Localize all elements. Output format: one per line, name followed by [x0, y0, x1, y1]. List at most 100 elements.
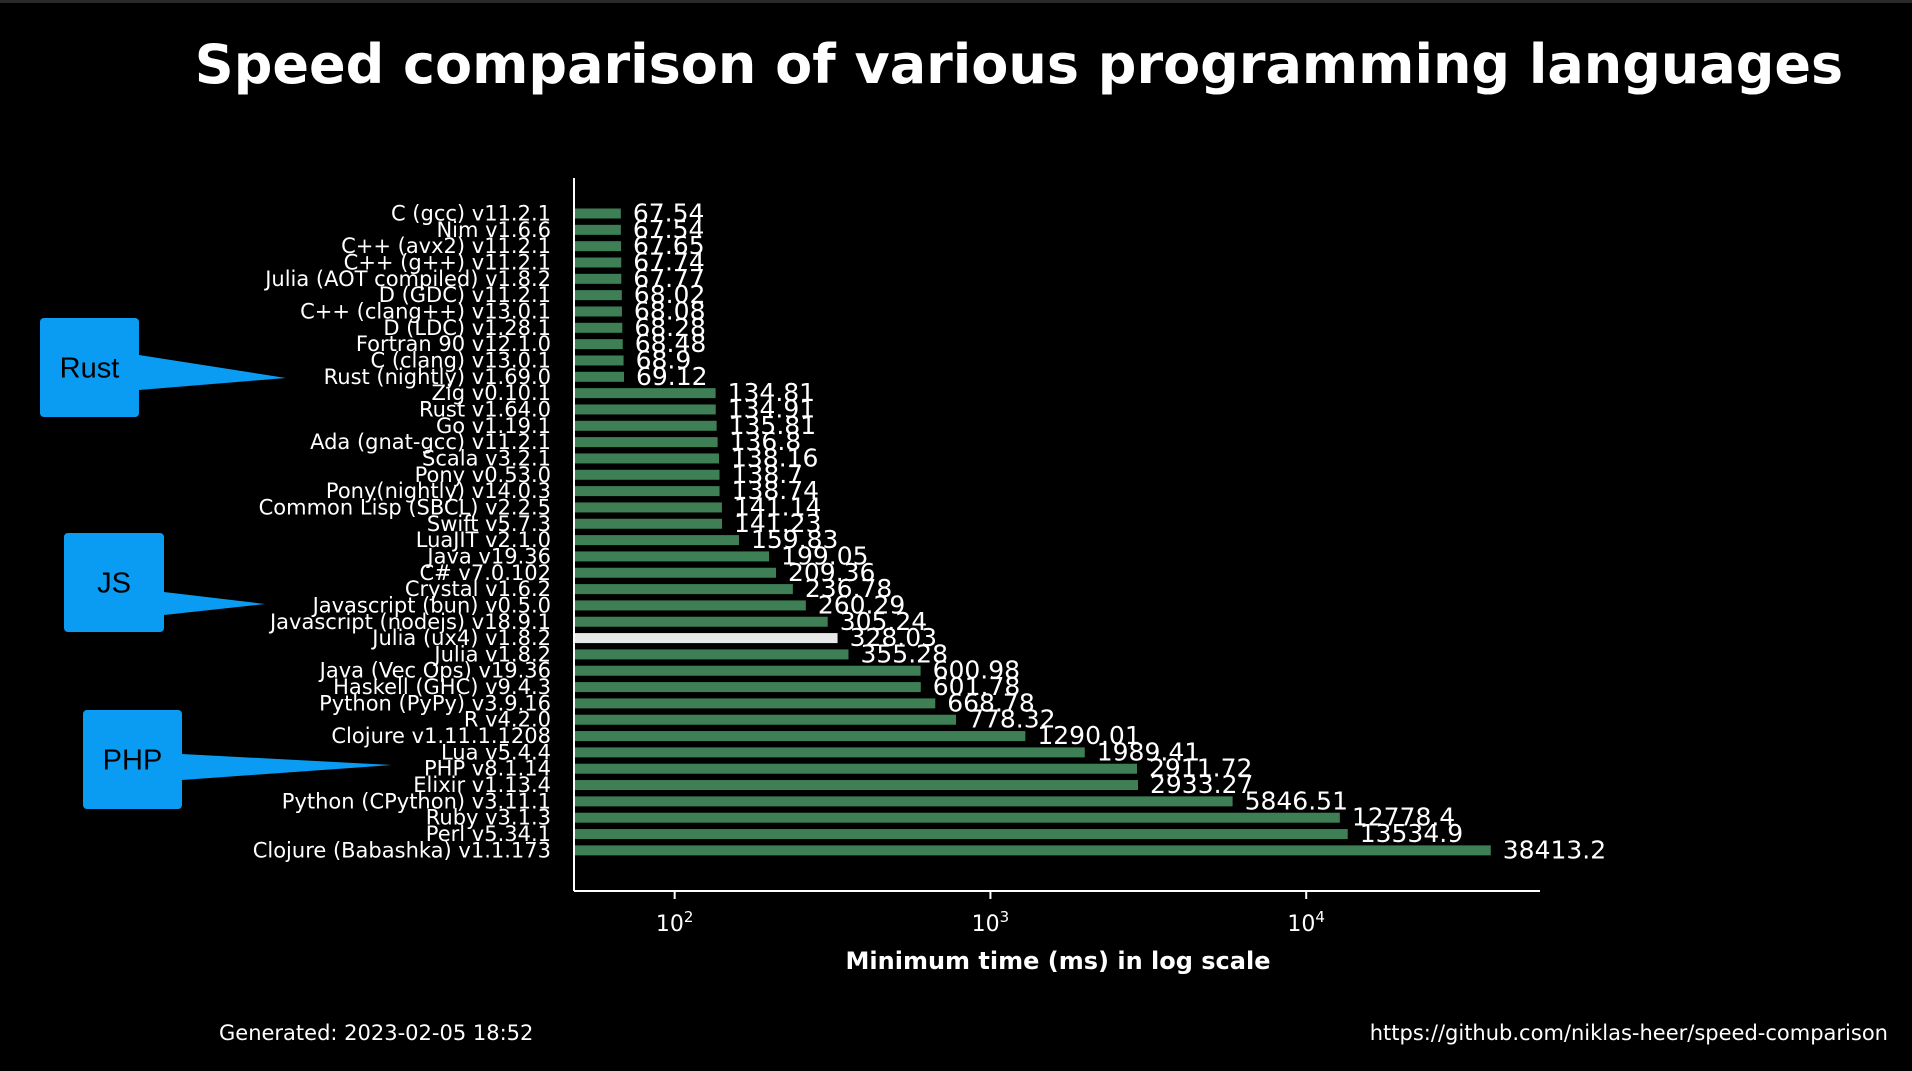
value-label: 2911.72	[1149, 754, 1252, 783]
value-label: 1989.41	[1097, 737, 1200, 766]
bar	[575, 633, 838, 644]
value-label: 1290.01	[1037, 721, 1140, 750]
value-label: 67.77	[633, 264, 705, 293]
x-tick-label: 104	[1287, 908, 1325, 937]
category-label: Scala v3.2.1	[422, 446, 551, 470]
bar	[575, 486, 720, 497]
top-rule	[0, 0, 1912, 3]
bar	[575, 600, 806, 611]
callout-rust-pointer	[139, 355, 286, 390]
callout-rust-box	[40, 318, 139, 417]
value-label: 13534.9	[1360, 819, 1463, 848]
category-label: Java (Vec Ops) v19.36	[318, 659, 551, 683]
bar	[575, 829, 1348, 840]
value-label: 136.8	[730, 427, 802, 456]
bar	[575, 241, 622, 252]
bar	[575, 796, 1233, 807]
value-label: 159.83	[751, 525, 838, 554]
bar	[575, 388, 716, 399]
bar	[575, 780, 1139, 791]
bar	[575, 322, 623, 333]
value-label: 199.05	[781, 541, 868, 570]
category-label: Python (PyPy) v3.9.16	[319, 691, 551, 715]
value-label: 68.02	[634, 280, 706, 309]
bar	[575, 208, 621, 219]
value-label: 67.54	[633, 215, 705, 244]
x-axis-label: Minimum time (ms) in log scale	[846, 947, 1271, 975]
category-label: Elixir v1.13.4	[413, 773, 551, 797]
category-label: Javascript (nodejs) v18.9.1	[268, 610, 551, 634]
bar	[575, 224, 621, 235]
bar	[575, 469, 720, 480]
category-label: C++ (clang++) v13.0.1	[300, 299, 551, 323]
value-label: 260.29	[818, 590, 905, 619]
category-label: R v4.2.0	[464, 708, 551, 732]
callout-php-box	[83, 710, 182, 809]
category-label: Ada (gnat-gcc) v11.2.1	[310, 430, 551, 454]
category-label: Java v19.36	[425, 544, 551, 568]
value-label: 236.78	[805, 574, 892, 603]
bar	[575, 420, 717, 431]
bar	[575, 763, 1137, 774]
bar	[575, 616, 828, 627]
bar	[575, 371, 625, 382]
category-label: Lua v5.4.4	[441, 740, 551, 764]
value-label: 141.23	[734, 509, 821, 538]
bar	[575, 698, 936, 709]
category-label: Go v1.19.1	[436, 414, 551, 438]
category-label: Julia v1.8.2	[432, 642, 551, 666]
category-label: Pony v0.53.0	[415, 463, 551, 487]
value-label: 328.03	[850, 623, 937, 652]
bar	[575, 535, 739, 546]
x-tick-label: 102	[656, 908, 694, 937]
value-label: 141.14	[734, 492, 821, 521]
value-label: 68.48	[635, 329, 707, 358]
category-label: D (GDC) v11.2.1	[379, 283, 551, 307]
bar	[575, 518, 722, 529]
bar	[575, 845, 1491, 856]
bar	[575, 437, 718, 448]
bar	[575, 257, 622, 268]
category-label: Common Lisp (SBCL) v2.2.5	[259, 495, 551, 519]
category-label: Python (CPython) v3.11.1	[282, 789, 551, 813]
callout-php-pointer	[182, 754, 392, 780]
value-label: 68.28	[634, 313, 706, 342]
category-label: Julia (AOT compiled) v1.8.2	[263, 267, 551, 291]
category-label: Fortran 90 v12.1.0	[356, 332, 551, 356]
category-label: Perl v5.34.1	[426, 822, 551, 846]
value-label: 305.24	[840, 607, 927, 636]
callout-rust-label: Rust	[60, 353, 120, 385]
bar	[575, 404, 716, 415]
category-label: C++ (g++) v11.2.1	[344, 250, 551, 274]
value-label: 2933.27	[1150, 770, 1253, 799]
category-label: Javascript (bun) v0.5.0	[311, 593, 551, 617]
value-label: 134.81	[728, 378, 815, 407]
category-label: C# v7.0.102	[419, 561, 551, 585]
category-label: Haskell (GHC) v9.4.3	[333, 675, 551, 699]
value-label: 138.7	[732, 460, 804, 489]
value-label: 12778.4	[1352, 803, 1455, 832]
bar	[575, 306, 622, 317]
category-label: C++ (avx2) v11.2.1	[341, 234, 551, 258]
bar	[575, 747, 1085, 758]
category-label: Swift v5.7.3	[427, 512, 551, 536]
category-label: Clojure (Babashka) v1.1.173	[253, 838, 551, 862]
value-label: 138.74	[732, 476, 819, 505]
bar	[575, 339, 623, 350]
source-url: https://github.com/niklas-heer/speed-com…	[1369, 1021, 1888, 1045]
category-label: Nim v1.6.6	[436, 218, 551, 242]
category-label: LuaJIT v2.1.0	[416, 528, 551, 552]
bar	[575, 714, 957, 725]
value-label: 67.65	[633, 231, 705, 260]
bar	[575, 290, 622, 301]
value-label: 38413.2	[1503, 835, 1606, 864]
callout-php-label: PHP	[103, 745, 163, 777]
value-label: 601.78	[933, 672, 1020, 701]
bar	[575, 273, 622, 284]
value-label: 68.9	[636, 345, 692, 374]
category-label: Pony(nightly) v14.0.3	[326, 479, 551, 503]
bar	[575, 551, 770, 562]
value-label: 668.78	[947, 688, 1034, 717]
category-label: PHP v8.1.14	[424, 757, 551, 781]
value-label: 67.74	[633, 247, 705, 276]
